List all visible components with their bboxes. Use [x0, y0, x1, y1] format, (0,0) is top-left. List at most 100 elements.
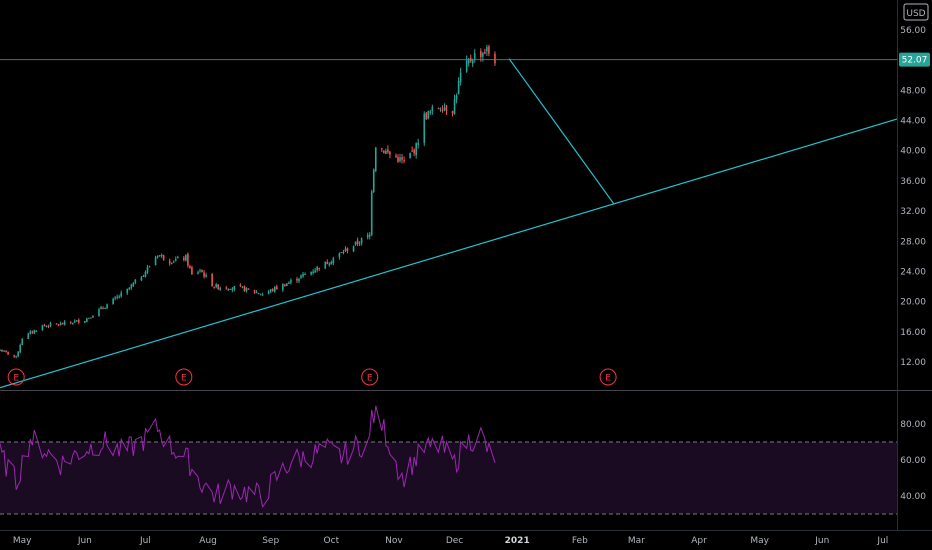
price-axis-label: 24.00 — [900, 267, 926, 277]
candle-body — [300, 275, 302, 278]
candle-body — [102, 308, 104, 310]
candle-body — [383, 150, 385, 154]
candle-body — [7, 351, 9, 355]
candle — [473, 48, 476, 63]
candle-body — [205, 274, 207, 277]
candle-body — [314, 270, 316, 273]
candle-body — [397, 156, 399, 162]
candle-body — [106, 304, 108, 309]
trendline[interactable] — [0, 118, 898, 389]
candle — [328, 262, 331, 267]
candle-body — [344, 248, 347, 252]
candle — [368, 232, 371, 240]
candle — [203, 270, 205, 279]
price-axis-label: 40.00 — [900, 147, 926, 157]
candle — [174, 256, 177, 262]
candle — [112, 297, 114, 305]
earnings-marker[interactable]: E — [599, 368, 617, 386]
candle-body — [69, 322, 72, 324]
price-axis-label: 36.00 — [900, 177, 926, 187]
time-axis-label: Jul — [139, 536, 151, 546]
earnings-marker[interactable]: E — [7, 368, 25, 386]
candle — [389, 151, 391, 159]
time-axis-label: Apr — [691, 536, 707, 546]
candle — [49, 321, 52, 328]
earnings-marker-label: E — [13, 374, 19, 384]
time-axis-label: Mar — [628, 536, 645, 546]
rsi-pane[interactable] — [0, 405, 897, 515]
candle — [381, 147, 383, 153]
candle — [57, 323, 60, 327]
candle — [3, 350, 5, 352]
candle-body — [465, 60, 468, 72]
candle-body — [21, 338, 24, 345]
candle — [374, 146, 377, 173]
candle-body — [486, 47, 488, 52]
candle — [360, 237, 363, 246]
candle — [219, 286, 222, 291]
candle — [314, 268, 316, 274]
candle — [413, 148, 415, 157]
time-axis-label: Aug — [199, 536, 217, 546]
trendline-group[interactable] — [0, 58, 898, 389]
candle — [465, 55, 468, 73]
candle-body — [431, 107, 434, 112]
candle-body — [453, 99, 456, 114]
candle — [451, 110, 454, 117]
earnings-marker[interactable]: E — [175, 368, 193, 386]
candle — [443, 103, 446, 112]
candle-body — [324, 261, 327, 269]
candle — [494, 51, 496, 67]
candle-body — [354, 241, 357, 245]
candle-body — [328, 263, 331, 265]
earnings-marker[interactable]: E — [361, 368, 379, 386]
candle — [197, 270, 199, 275]
candle — [441, 105, 444, 113]
candle — [358, 241, 361, 247]
candle — [241, 285, 244, 289]
trendline[interactable] — [508, 58, 615, 205]
candle-body — [409, 152, 411, 159]
candle-body — [215, 284, 217, 288]
candle-body — [148, 266, 151, 268]
candle-body — [160, 254, 163, 256]
candle — [88, 317, 90, 319]
candle — [312, 269, 314, 275]
candle-body — [415, 143, 417, 156]
candle — [33, 329, 36, 335]
candle — [130, 283, 133, 291]
rsi-axis[interactable]: 80.00 60.00 40.00 — [900, 420, 926, 502]
candle-body — [140, 277, 143, 281]
candle — [132, 282, 135, 287]
candle-body — [459, 72, 462, 83]
candle — [267, 289, 270, 295]
candle — [211, 273, 213, 287]
time-axis[interactable]: May Jun Jul Aug Sep Oct Nov Dec 2021 Feb Mar Apr May… — [13, 536, 888, 546]
candle — [459, 67, 462, 86]
candle — [100, 305, 102, 310]
candle-body — [368, 234, 371, 237]
candle-body — [423, 113, 426, 143]
price-axis-label: 28.00 — [900, 237, 926, 247]
candle-body — [318, 267, 321, 270]
candle — [338, 252, 341, 260]
candle-body — [146, 267, 149, 273]
candle-body — [255, 292, 258, 294]
candle-body — [298, 278, 300, 282]
candle — [170, 262, 173, 265]
candle — [205, 272, 207, 278]
candle — [187, 252, 189, 268]
candle-body — [88, 317, 90, 319]
candle — [35, 330, 38, 333]
candle-body — [417, 142, 419, 145]
currency-button[interactable]: USD — [903, 3, 929, 21]
time-axis-label: Feb — [572, 536, 588, 546]
candle-body — [385, 150, 387, 154]
candle — [201, 269, 203, 273]
candle — [43, 323, 46, 327]
candle — [98, 307, 100, 317]
candle — [342, 249, 345, 255]
